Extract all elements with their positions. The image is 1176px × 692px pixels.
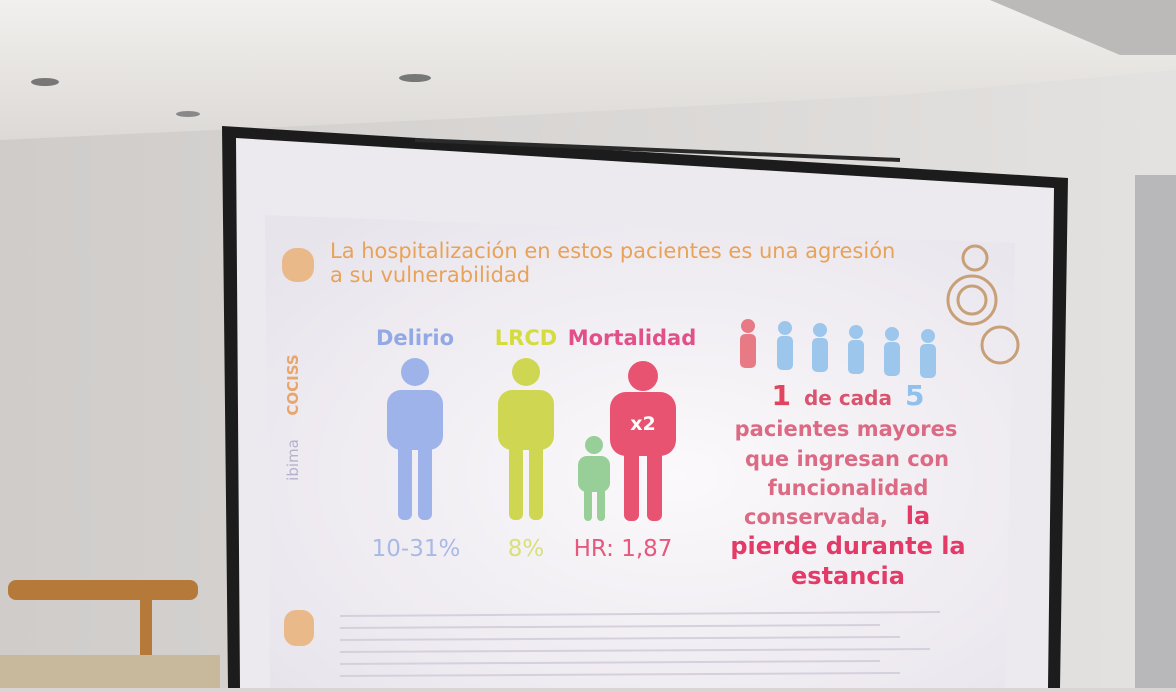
highlight-emphasis: la xyxy=(906,502,930,530)
highlight-line: funcionalidad xyxy=(768,476,929,500)
ceiling-light xyxy=(399,74,431,82)
highlight-number: 5 xyxy=(905,379,924,412)
badge: x2 xyxy=(630,413,655,435)
rail xyxy=(8,580,198,600)
stat-label: Mortalidad xyxy=(568,326,697,350)
sidebar-logo: ibima xyxy=(284,439,302,481)
stat-value: 8% xyxy=(508,536,545,562)
highlight-line: que ingresan con xyxy=(745,447,949,471)
title-line: La hospitalización en estos pacientes es… xyxy=(330,239,895,263)
rail-post xyxy=(140,598,152,658)
page: COCISS ibima La hospitalización en estos… xyxy=(0,0,1176,688)
highlight-text: de cada xyxy=(804,386,892,410)
sidebar-logo: COCISS xyxy=(284,354,302,415)
lectern xyxy=(0,655,220,688)
title-line: a su vulnerabilidad xyxy=(330,263,530,287)
highlight-number: 1 xyxy=(772,379,791,412)
photo: COCISS ibima La hospitalización en estos… xyxy=(0,0,1176,688)
highlight-line: conservada, xyxy=(744,505,888,529)
door-frame xyxy=(1135,175,1176,688)
highlight-line: pacientes mayores xyxy=(735,417,958,441)
ceiling-light xyxy=(31,78,59,86)
highlight-emphasis: pierde durante la xyxy=(730,532,965,560)
stat-label: Delirio xyxy=(376,326,454,350)
logo xyxy=(282,248,314,282)
stat-value: HR: 1,87 xyxy=(574,536,673,562)
stat-value: 10-31% xyxy=(372,536,461,562)
logo xyxy=(284,610,314,646)
stat-label: LRCD xyxy=(495,326,557,350)
ceiling-light xyxy=(176,111,200,117)
highlight-emphasis: estancia xyxy=(791,562,905,590)
